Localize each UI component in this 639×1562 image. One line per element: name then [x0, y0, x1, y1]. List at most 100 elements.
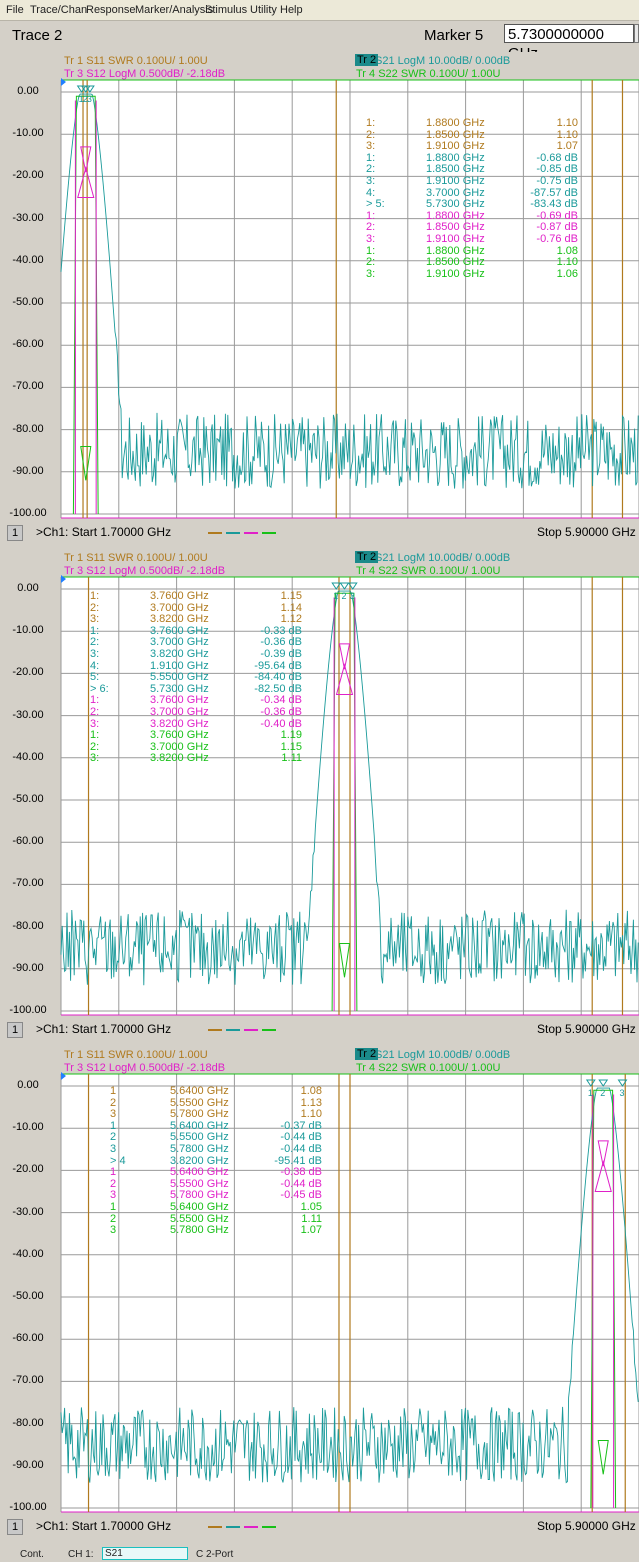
menu-item-stimulus[interactable]: Stimulus	[205, 4, 248, 16]
trace-1-header[interactable]: Tr 1 S11 SWR 0.100U/ 1.00U	[64, 552, 208, 564]
marker-frequency: 5.6400 GHz	[170, 1119, 229, 1132]
trace-2-header[interactable]: S21 LogM 10.00dB/ 0.00dB	[375, 552, 511, 564]
marker-frequency: 1.9100 GHz	[426, 232, 485, 245]
trace-4-header[interactable]: Tr 4 S22 SWR 0.100U/ 1.00U	[356, 68, 501, 80]
marker-number: 2	[110, 1096, 117, 1109]
trace-3-header[interactable]: Tr 3 S12 LogM 0.500dB/ -2.18dB	[64, 68, 226, 80]
marker-frequency: 3.8200 GHz	[150, 752, 209, 765]
marker-value: -0.36 dB	[260, 705, 302, 718]
menu-item-utility[interactable]: Utility	[250, 4, 277, 16]
menu-item-help[interactable]: Help	[280, 4, 303, 16]
trace-1-header[interactable]: Tr 1 S11 SWR 0.100U/ 1.00U	[64, 1049, 208, 1061]
trace-2-header[interactable]: S21 LogM 10.00dB/ 0.00dB	[375, 55, 511, 67]
marker-number: 3	[110, 1224, 117, 1237]
marker-number: 1:	[366, 209, 376, 222]
marker-value: -0.44 dB	[280, 1177, 322, 1190]
channel-footer: 1 >Ch1: Start 1.70000 GHz Stop 5.90000 GHz	[0, 524, 639, 542]
marker-frequency: 1.8500 GHz	[426, 256, 485, 269]
marker-frequency: 3.8200 GHz	[170, 1154, 229, 1167]
start-frequency-label[interactable]: >Ch1: Start 1.70000 GHz	[36, 1519, 172, 1533]
marker-number: 4:	[366, 186, 376, 199]
marker-frequency: 5.7800 GHz	[170, 1108, 229, 1121]
svg-text:2: 2	[341, 591, 346, 601]
trace-2-header[interactable]: S21 LogM 10.00dB/ 0.00dB	[375, 1049, 511, 1061]
trace-3-header[interactable]: Tr 3 S12 LogM 0.500dB/ -2.18dB	[64, 1062, 226, 1074]
marker-value: -82.50 dB	[254, 682, 302, 695]
y-tick-label: -90.00	[12, 464, 44, 477]
marker-frequency: 5.5500 GHz	[170, 1177, 229, 1190]
status-param[interactable]: S21	[102, 1547, 188, 1560]
trace-3-header[interactable]: Tr 3 S12 LogM 0.500dB/ -2.18dB	[64, 565, 226, 577]
trace-4-header[interactable]: Tr 4 S22 SWR 0.100U/ 1.00U	[356, 565, 501, 577]
channel-footer: 1 >Ch1: Start 1.70000 GHz Stop 5.90000 GHz	[0, 1021, 639, 1039]
marker-frequency: 3.7600 GHz	[150, 729, 209, 742]
marker-value: 1.06	[556, 267, 578, 280]
marker-number: 2:	[366, 163, 376, 176]
marker-number: 3:	[90, 647, 100, 660]
stop-frequency-label[interactable]: Stop 5.90000 GHz	[537, 525, 636, 539]
channel-window-2: Tr 1 S11 SWR 0.100U/ 1.00U Tr 3 S12 LogM …	[0, 549, 639, 1040]
marker-frequency: 3.7000 GHz	[150, 636, 209, 649]
marker-value: 1.15	[280, 590, 302, 602]
channel-number-box[interactable]: 1	[7, 1519, 23, 1535]
menu-item-marker-analysis[interactable]: Marker/Analysis	[135, 4, 214, 16]
channel-number-box[interactable]: 1	[7, 1022, 23, 1038]
start-frequency-label[interactable]: >Ch1: Start 1.70000 GHz	[36, 525, 172, 539]
trace-1-header[interactable]: Tr 1 S11 SWR 0.100U/ 1.00U	[64, 55, 208, 67]
marker-frequency: 1.8500 GHz	[426, 128, 485, 141]
svg-text:1: 1	[79, 94, 84, 104]
marker-number: 3:	[366, 232, 376, 245]
marker-value: -0.39 dB	[260, 647, 302, 660]
start-frequency-label[interactable]: >Ch1: Start 1.70000 GHz	[36, 1022, 172, 1036]
marker-frequency: 3.7600 GHz	[150, 694, 209, 707]
marker-number: 2:	[90, 601, 100, 614]
active-trace-badge[interactable]: Tr 2	[355, 54, 379, 66]
marker-number: 3:	[90, 717, 100, 730]
menu-item-file[interactable]: File	[6, 4, 24, 16]
marker-number: 3:	[90, 613, 100, 626]
active-trace-badge[interactable]: Tr 2	[355, 1048, 379, 1060]
channel-number-box[interactable]: 1	[7, 525, 23, 541]
menu-item-response[interactable]: Response	[86, 4, 136, 16]
marker-number: 1:	[366, 117, 376, 129]
menu-item-trace-chan[interactable]: Trace/Chan	[30, 4, 88, 16]
svg-text:3: 3	[87, 94, 92, 104]
y-tick-label: -40.00	[12, 253, 44, 266]
y-tick-label: -20.00	[12, 1163, 44, 1176]
toolbar: Trace 2 Marker 5 5.7300000000 GHz	[0, 21, 639, 62]
marker-value: 1.10	[300, 1108, 322, 1121]
trace-4-header[interactable]: Tr 4 S22 SWR 0.100U/ 1.00U	[356, 1062, 501, 1074]
active-trace-label[interactable]: Trace 2	[12, 27, 63, 44]
marker-frequency: 3.7600 GHz	[150, 590, 209, 602]
marker-number: 3:	[366, 267, 376, 280]
y-tick-label: -60.00	[12, 338, 44, 351]
marker-value: 1.14	[280, 601, 302, 614]
svg-text:1: 1	[588, 1088, 593, 1098]
marker-number: 1	[110, 1166, 117, 1179]
marker-value: 1.08	[300, 1085, 322, 1097]
marker-frequency-input[interactable]: 5.7300000000 GHz	[504, 24, 634, 62]
marker-number: 2:	[366, 128, 376, 141]
marker-frequency: 5.7800 GHz	[170, 1189, 229, 1202]
svg-text:3: 3	[350, 591, 355, 601]
y-tick-label: -70.00	[12, 877, 44, 890]
marker-spin-button[interactable]	[634, 24, 639, 43]
marker-number: 2	[110, 1177, 117, 1190]
marker-value: 1.08	[556, 244, 578, 257]
marker-value: -0.68 dB	[536, 151, 578, 164]
y-tick-label: -20.00	[12, 666, 44, 679]
svg-text:3: 3	[619, 1088, 624, 1098]
marker-frequency: 3.7000 GHz	[426, 186, 485, 199]
active-trace-badge[interactable]: Tr 2	[355, 551, 379, 563]
stop-frequency-label[interactable]: Stop 5.90000 GHz	[537, 1519, 636, 1533]
marker-value: 1.10	[556, 117, 578, 129]
marker-value: -87.57 dB	[530, 186, 578, 199]
y-tick-label: -80.00	[12, 422, 44, 435]
channel-footer: 1 >Ch1: Start 1.70000 GHz Stop 5.90000 GHz	[0, 1518, 639, 1536]
y-tick-label: -50.00	[12, 793, 44, 805]
y-tick-label: -100.00	[9, 1004, 47, 1016]
stop-frequency-label[interactable]: Stop 5.90000 GHz	[537, 1022, 636, 1036]
